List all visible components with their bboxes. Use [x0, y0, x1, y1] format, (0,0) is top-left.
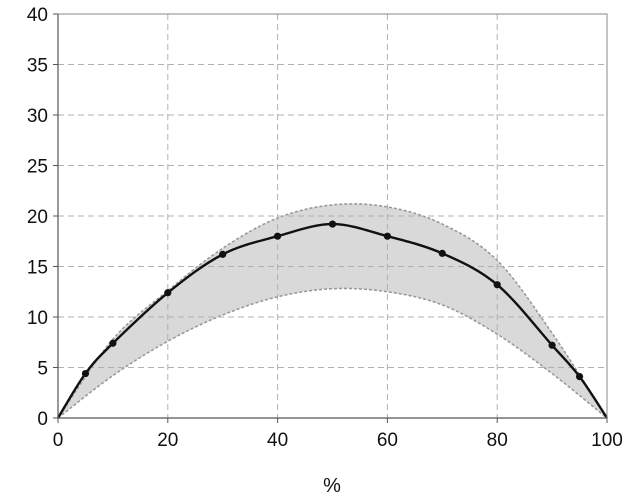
- axes: [53, 13, 608, 423]
- y-tick-label: 0: [37, 409, 48, 430]
- data-point: [219, 250, 227, 258]
- x-axis-title: %: [323, 475, 341, 497]
- data-point: [328, 220, 337, 228]
- x-tick-label: 20: [157, 430, 178, 451]
- y-tick-label: 35: [27, 56, 48, 77]
- y-tick-label: 5: [37, 359, 48, 380]
- band-upper-edge: [57, 203, 608, 419]
- data-point: [548, 341, 556, 349]
- y-tick-label: 20: [27, 207, 48, 228]
- band-fill: [58, 203, 607, 418]
- x-tick-label: 60: [377, 430, 398, 451]
- data-point: [109, 339, 117, 347]
- confidence-band: [57, 203, 608, 419]
- x-tick-label: 80: [487, 430, 508, 451]
- series-layer: [56, 220, 608, 419]
- data-point: [575, 372, 584, 381]
- data-point: [81, 369, 90, 378]
- data-point: [164, 289, 172, 297]
- x-tick-label: 100: [591, 430, 623, 451]
- data-point: [493, 281, 501, 289]
- y-tick-label: 30: [27, 106, 48, 127]
- y-tick-label: 10: [27, 308, 48, 329]
- data-point: [383, 232, 391, 240]
- y-tick-label: 25: [27, 157, 48, 178]
- x-tick-label: 0: [53, 430, 64, 451]
- data-point: [438, 249, 446, 257]
- x-tick-label: 40: [267, 430, 288, 451]
- x-tick-labels: 0 20 40 60 80 100: [53, 430, 623, 451]
- y-tick-label: 40: [27, 5, 48, 26]
- y-tick-labels: 0 5 10 15 20 25 30 35 40: [27, 5, 48, 430]
- data-point: [274, 232, 282, 240]
- y-tick-label: 15: [27, 258, 48, 279]
